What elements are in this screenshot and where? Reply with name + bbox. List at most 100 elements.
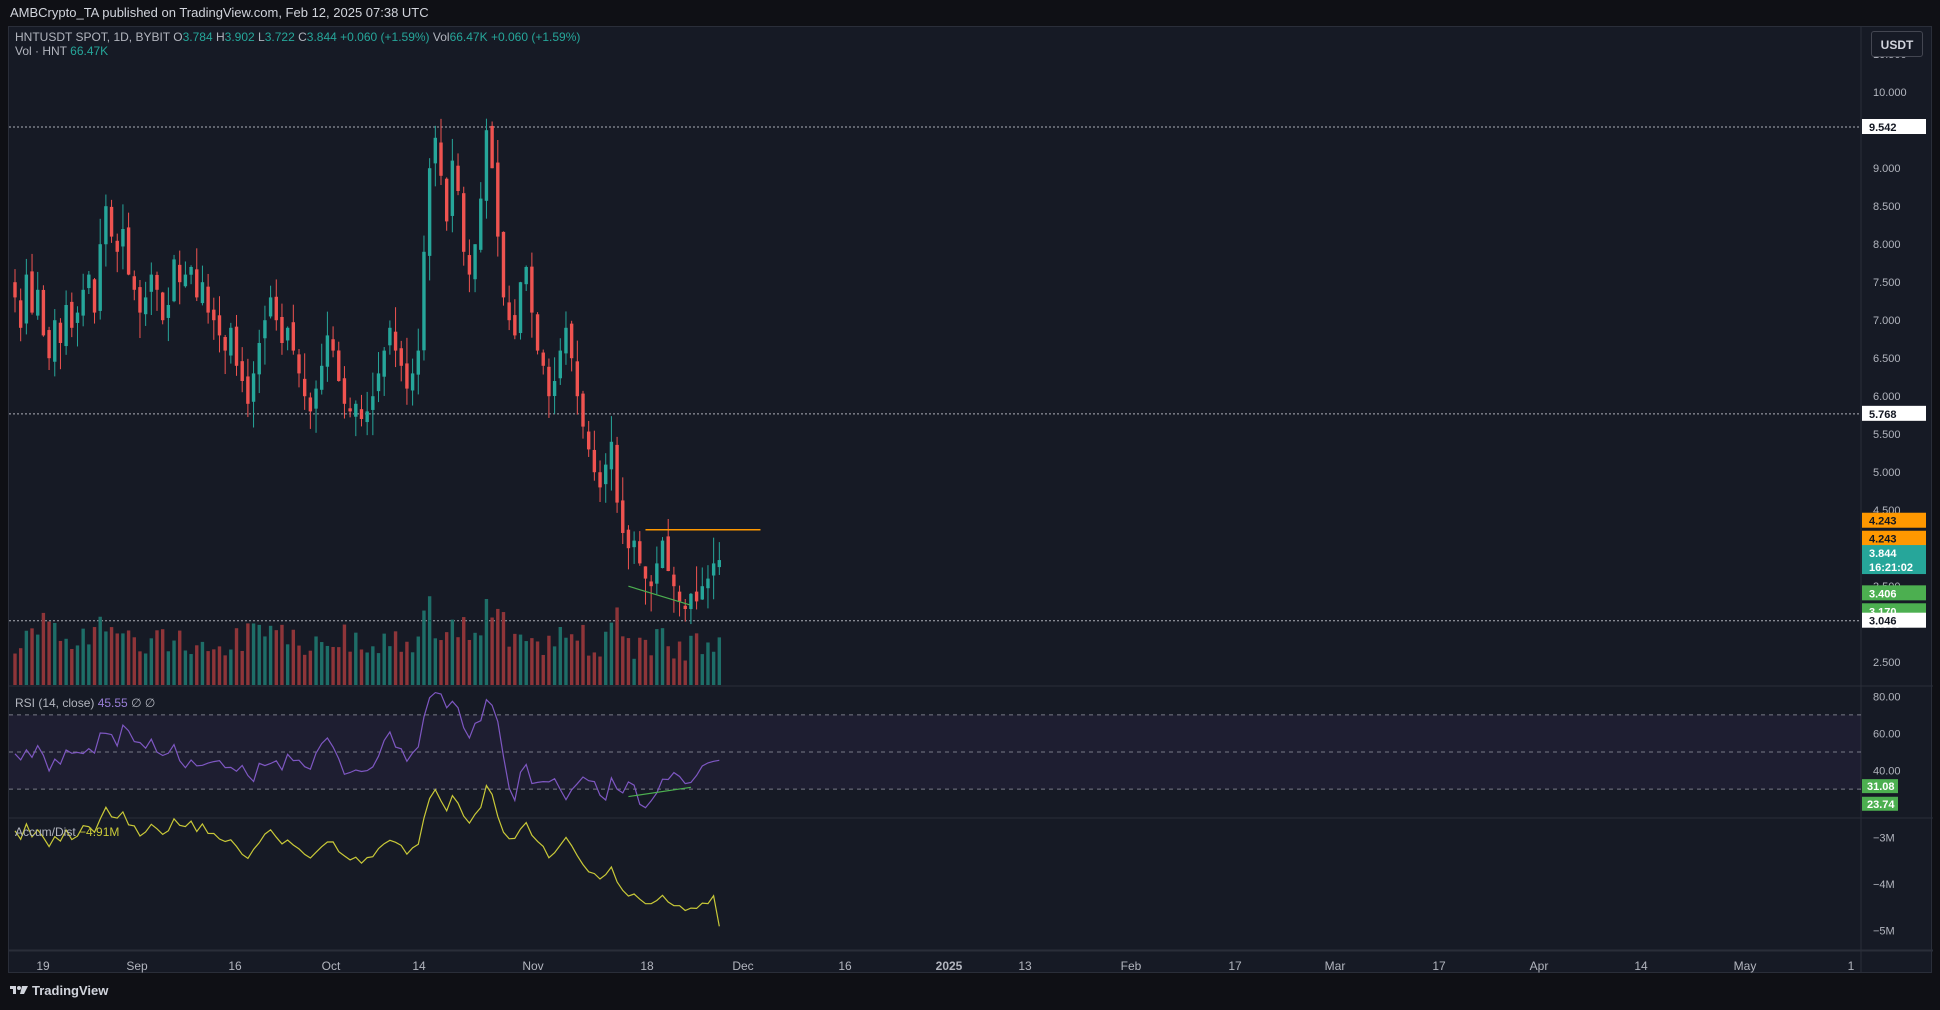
candles <box>13 118 722 625</box>
volume-bar <box>660 628 665 685</box>
volume-bar <box>541 654 545 685</box>
candle-body <box>189 267 193 275</box>
volume-bar <box>609 622 614 685</box>
rsi-label: 31.08 <box>1867 781 1895 793</box>
rsi-divergence-line <box>628 786 692 798</box>
volume-bar <box>234 628 239 685</box>
volume-bar <box>399 651 403 685</box>
volume-bar <box>138 651 142 685</box>
candle-body <box>268 297 273 317</box>
candle-body <box>314 388 318 409</box>
candle-body <box>638 541 642 564</box>
volume-bar <box>711 651 716 685</box>
volume-bar <box>115 633 119 685</box>
rsi-value: 45.55 <box>97 696 128 710</box>
rsi-legend: RSI (14, close) 45.55 ∅ ∅ <box>15 696 155 710</box>
candle-body <box>285 327 290 341</box>
volume-bar <box>92 627 97 685</box>
volume-bar <box>535 641 540 685</box>
volume-bar <box>694 633 699 685</box>
volume-label[interactable]: Vol · HNT <box>15 44 67 58</box>
footer: TradingView <box>0 973 1940 1010</box>
volume-bar <box>291 629 296 685</box>
candle-body <box>479 198 483 250</box>
low-value: 3.722 <box>264 30 295 44</box>
price-tick-label: 5.000 <box>1873 467 1901 479</box>
volume-bar <box>496 608 500 685</box>
volume-bar <box>183 650 188 685</box>
rsi-label-box <box>1862 796 1898 811</box>
candle-body <box>513 315 517 336</box>
rsi-label-box <box>1862 779 1898 794</box>
price-label: 4.243 <box>1869 534 1897 546</box>
price-label-box <box>1862 530 1926 546</box>
time-tick-label: 18 <box>640 959 654 973</box>
volume-bar <box>473 632 477 685</box>
volume-bar <box>581 624 585 685</box>
volume-bar <box>246 623 250 685</box>
candle-body <box>172 259 176 302</box>
time-tick-label: 14 <box>1634 959 1648 973</box>
candle-body <box>711 563 716 576</box>
price-tick-label: 2.500 <box>1873 657 1901 669</box>
volume-bar <box>706 642 710 685</box>
volume-bar <box>297 645 301 685</box>
volume-bar <box>41 612 46 685</box>
candle-body <box>422 251 426 351</box>
time-tick-label: Dec <box>732 959 753 973</box>
candle-body <box>354 403 358 417</box>
candle-body <box>575 361 580 397</box>
volume-bar <box>359 649 364 685</box>
candle-body <box>689 593 693 610</box>
time-tick-label: Mar <box>1325 959 1346 973</box>
volume-bar <box>320 642 324 685</box>
symbol-name[interactable]: HNTUSDT SPOT, 1D, BYBIT <box>15 30 170 44</box>
candle-body <box>643 566 648 579</box>
volume-bar <box>439 640 443 685</box>
volume-bar <box>240 650 244 685</box>
candle-body <box>251 373 256 402</box>
candle-body <box>160 292 165 321</box>
candle-body <box>615 444 619 503</box>
volume-bar <box>172 640 176 685</box>
volume-bar <box>155 630 159 685</box>
price-label-box <box>1862 405 1926 421</box>
time-tick-label: Sep <box>126 959 148 973</box>
ad-label[interactable]: Accum/Dist <box>15 825 76 839</box>
volume-bar <box>64 638 68 685</box>
rsi-label[interactable]: RSI (14, close) <box>15 696 95 710</box>
volume-bar <box>229 649 233 685</box>
volume-bar <box>200 641 205 685</box>
chart-canvas[interactable]: 2.5003.0003.5004.0004.5005.0005.5006.000… <box>9 27 1933 974</box>
candle-body <box>178 264 182 283</box>
candle-body <box>621 500 625 533</box>
volume-bar <box>405 641 409 685</box>
rsi-tick-label: 80.00 <box>1873 691 1901 703</box>
ad-tick-label: −5M <box>1873 925 1895 937</box>
candle-body <box>416 350 420 375</box>
candle-body <box>53 320 57 362</box>
candle-body <box>47 330 51 359</box>
ad-line <box>14 784 720 927</box>
volume-bar <box>314 636 318 685</box>
volume-bar <box>655 629 659 685</box>
candle-body <box>700 586 704 600</box>
volume-bar <box>518 634 523 685</box>
candle-body <box>535 314 540 351</box>
currency-button[interactable]: USDT <box>1871 31 1923 57</box>
time-tick-label: May <box>1734 959 1757 973</box>
volume-bar <box>24 630 29 685</box>
volume-bars <box>13 596 722 685</box>
tradingview-logo[interactable]: TradingView <box>10 983 108 998</box>
price-label-box <box>1862 559 1926 575</box>
candle-body <box>660 540 665 569</box>
candle-body <box>109 206 114 237</box>
candle-body <box>490 125 494 169</box>
candle-body <box>280 316 284 343</box>
candle-body <box>217 315 222 336</box>
price-tick-label: 9.000 <box>1873 163 1901 175</box>
candle-body <box>36 289 40 316</box>
chart-area[interactable]: 2.5003.0003.5004.0004.5005.0005.5006.000… <box>8 26 1933 974</box>
candle-body <box>467 255 472 275</box>
candle-body <box>604 464 608 485</box>
